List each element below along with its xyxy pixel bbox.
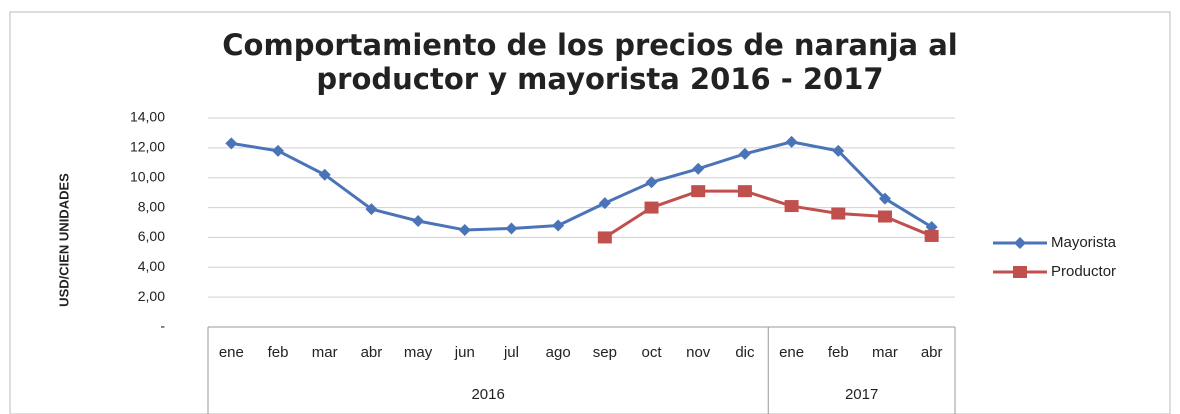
point-marker [644, 201, 659, 214]
point-marker [832, 144, 845, 157]
point-marker [692, 162, 705, 175]
series-line [604, 189, 933, 239]
x-tick-label: may [404, 344, 433, 361]
point-marker [878, 192, 891, 205]
x-tick-label: mar [872, 344, 898, 361]
point-marker [598, 197, 611, 210]
x-tick-label: mar [312, 344, 338, 361]
point-marker [597, 231, 612, 244]
group-label: 2016 [471, 386, 504, 403]
point-marker [458, 223, 471, 236]
point-marker [1013, 266, 1027, 278]
point-marker [691, 185, 706, 198]
x-tick-label: sep [593, 344, 617, 361]
x-tick-label: oct [642, 344, 663, 361]
x-tick-label: jul [503, 344, 519, 361]
point-marker [738, 147, 751, 160]
x-tick-label: dic [735, 344, 755, 361]
y-tick-label: 6,00 [138, 228, 165, 244]
point-marker [784, 200, 799, 213]
point-marker [272, 144, 285, 157]
y-axis-title: USD/CIEN UNIDADES [56, 173, 71, 307]
x-tick-label: feb [268, 344, 289, 361]
point-marker [785, 135, 798, 148]
x-tick-label: ago [546, 344, 571, 361]
y-tick-label: 2,00 [138, 288, 165, 304]
x-tick-label: jun [454, 344, 475, 361]
point-marker [412, 215, 425, 228]
point-marker [552, 219, 565, 232]
y-tick-label: 8,00 [138, 198, 165, 214]
x-tick-label: feb [828, 344, 849, 361]
point-marker [318, 168, 331, 181]
y-tick-label: 14,00 [130, 109, 165, 125]
chart-title-line: productor y mayorista 2016 - 2017 [316, 62, 883, 96]
x-tick-label: nov [686, 344, 711, 361]
point-marker [877, 210, 892, 223]
x-tick-label: abr [921, 344, 943, 361]
y-tick-label: 4,00 [138, 258, 165, 274]
x-tick-label: ene [779, 344, 804, 361]
chart-title-line: Comportamiento de los precios de naranja… [222, 28, 957, 62]
y-tick-label: 10,00 [130, 168, 165, 184]
legend-label: Productor [1051, 263, 1116, 280]
point-marker [831, 207, 846, 220]
point-marker [645, 176, 658, 189]
point-marker [505, 222, 518, 235]
legend-label: Mayorista [1051, 234, 1117, 251]
chart-frame [9, 11, 1171, 414]
point-marker [365, 203, 378, 216]
x-tick-label: abr [361, 344, 383, 361]
y-tick-label: 12,00 [130, 139, 165, 155]
y-tick-label: - [160, 318, 165, 334]
point-marker [1014, 237, 1026, 249]
point-marker [924, 229, 939, 242]
series-line [231, 140, 933, 232]
point-marker [737, 185, 752, 198]
x-tick-label: ene [219, 344, 244, 361]
group-label: 2017 [845, 386, 878, 403]
point-marker [225, 137, 238, 150]
